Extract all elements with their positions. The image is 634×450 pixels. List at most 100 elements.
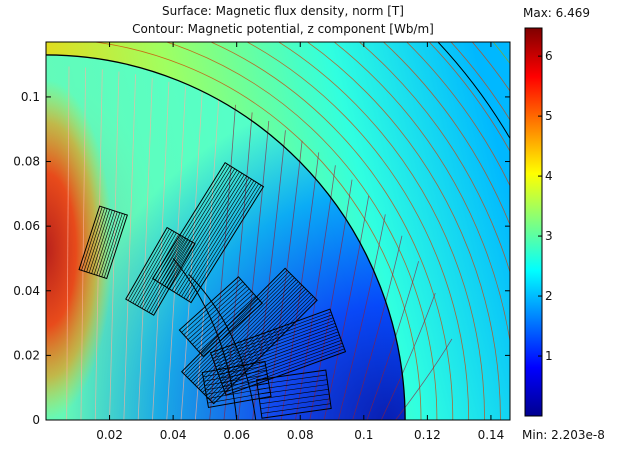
colorbar-min-label: Min: 2.203e-8 (522, 428, 605, 442)
x-tick-label: 0.14 (478, 428, 505, 442)
coil-winding (189, 288, 250, 343)
coil-winding (204, 374, 268, 386)
coil-winding (134, 232, 177, 305)
contour-line (266, 140, 303, 420)
left-hot-overlay (46, 42, 195, 420)
coil-winding (196, 295, 256, 350)
colorbar-tick-label: 6 (545, 49, 553, 63)
coil-winding (194, 293, 254, 348)
x-tick-label: 0.08 (287, 428, 314, 442)
colorbar-tick-label: 2 (545, 289, 553, 303)
coil-winding (148, 240, 191, 313)
coil-slot (78, 205, 128, 280)
rotor-boundary (172, 258, 238, 420)
contour-line (209, 42, 454, 420)
stator-boundary (46, 54, 406, 420)
colorbar-max-label: Max: 6.469 (523, 6, 591, 20)
contour-line (323, 195, 370, 420)
contour-line (277, 42, 485, 420)
coil-outline (178, 276, 263, 358)
colorbar-ticks: 1 2 3 4 5 6 (538, 49, 553, 363)
x-tick-label: 0.02 (96, 428, 123, 442)
coil-winding (190, 277, 295, 382)
coil-winding (258, 384, 328, 395)
contour-line (405, 42, 510, 187)
contour-line (91, 42, 422, 420)
contour-line (337, 214, 386, 420)
coil-winding (181, 180, 255, 297)
plot-frame (45, 41, 511, 421)
coil-winding (162, 168, 235, 285)
coil-winding (127, 228, 170, 301)
colorbar-tick-label: 1 (545, 349, 553, 363)
coil-winding (183, 269, 288, 374)
contour-line (137, 77, 153, 420)
coil-winding (98, 212, 121, 277)
coil-winding (222, 342, 343, 387)
coil-winding (220, 337, 341, 382)
coil-winding (146, 239, 189, 312)
coil-winding (101, 213, 123, 277)
y-tick-label: 0.02 (13, 348, 40, 362)
coil-winding (200, 300, 261, 355)
coil-winding (187, 286, 248, 340)
coil-winding (183, 182, 257, 299)
chart-subtitle: Contour: Magnetic potential, z component… (132, 22, 434, 36)
coil-winding (217, 328, 338, 373)
coil-slot (209, 308, 347, 396)
coil-winding (215, 323, 336, 368)
coil-winding (188, 184, 262, 302)
coil-winding (198, 285, 303, 389)
coil-winding (219, 334, 340, 379)
y-tick-label: 0.04 (13, 284, 40, 298)
axis-ticks: 0.02 0.04 0.06 0.08 0.1 0.12 0.14 0 0.02 0.04 0.06… (13, 42, 510, 442)
contour-line (333, 42, 510, 345)
colorbar-tick-label: 4 (545, 169, 553, 183)
coil-winding (91, 210, 113, 274)
y-tick-label: 0.08 (13, 155, 40, 169)
coil-winding (221, 340, 342, 385)
coil-winding (212, 314, 333, 359)
x-tick-label: 0.1 (354, 428, 373, 442)
contour-line (209, 104, 236, 420)
coil-winding (178, 179, 252, 296)
coil-winding (144, 238, 186, 311)
coil-winding (192, 279, 297, 384)
coil-winding (186, 183, 259, 300)
coil-winding (187, 273, 291, 378)
coil-winding (151, 242, 193, 315)
coil-winding (103, 214, 126, 278)
coil-winding (81, 206, 103, 271)
contour-line (180, 91, 203, 420)
coil-winding (205, 378, 269, 391)
coil-winding (157, 165, 231, 282)
coil-winding (181, 279, 241, 333)
contour-line (237, 120, 270, 420)
colorbar-tick-label: 3 (545, 229, 553, 243)
coil-winding (185, 283, 246, 338)
contour-line (245, 42, 470, 420)
coil-winding (83, 207, 106, 272)
contour-line (352, 235, 403, 420)
y-tick-label: 0.06 (13, 219, 40, 233)
coil-winding (164, 170, 238, 287)
coil-winding (207, 294, 312, 399)
coil-slot (256, 369, 332, 419)
rotor-boundary (188, 274, 257, 420)
contour-line (306, 42, 501, 420)
contour-line (66, 66, 70, 420)
contour-line (395, 338, 453, 420)
coil-winding (176, 177, 250, 294)
coil-winding (189, 275, 293, 380)
coil-winding (196, 283, 301, 387)
coil-outline (209, 308, 347, 396)
contour-line (123, 74, 136, 420)
coil-winding (194, 281, 299, 386)
coil-winding (261, 403, 331, 414)
contour-line (280, 152, 320, 420)
x-tick-label: 0.12 (414, 428, 441, 442)
coil-winding (174, 176, 247, 293)
contour-line (165, 42, 438, 420)
coil-winding (209, 296, 314, 401)
